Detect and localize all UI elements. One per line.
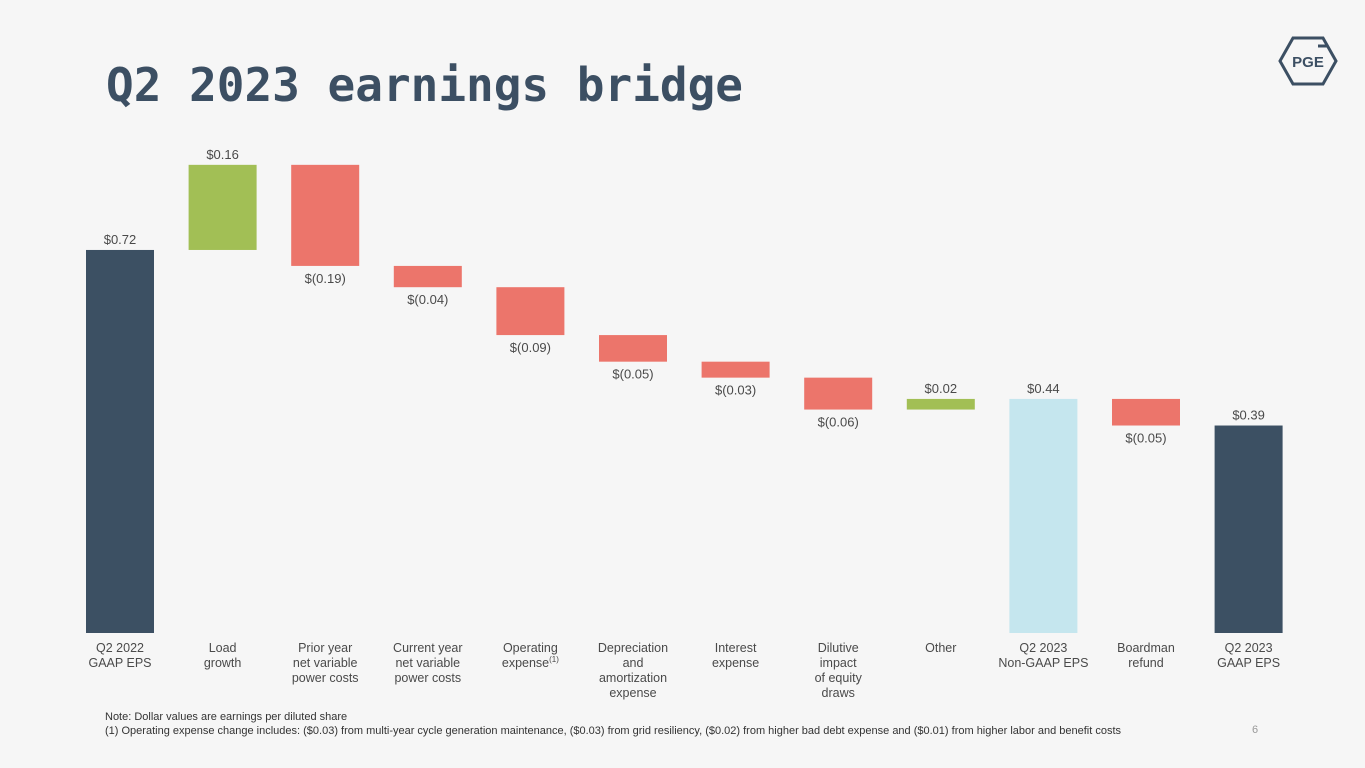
category-label-4: Operating expense(1) [502,641,559,670]
value-label-4: $(0.09) [510,340,551,355]
value-label-2: $(0.19) [305,271,346,286]
footnote-marker: (1) [549,655,559,664]
bar-0 [86,249,154,633]
logo-hexagon [1278,36,1338,86]
category-label-10: Boardman refund [1117,641,1175,670]
logo-text: PGE [1292,54,1324,71]
category-label-9: Q2 2023 Non-GAAP EPS [998,641,1088,670]
chart-notes: Note: Dollar values are earnings per dil… [105,710,1121,738]
category-label-11: Q2 2023 GAAP EPS [1217,641,1280,670]
category-label-0: Q2 2022 GAAP EPS [89,641,152,670]
bar-10 [1112,398,1180,426]
pge-logo: PGE [1278,36,1338,86]
dollar-note: Note: Dollar values are earnings per dil… [105,711,348,723]
page-title: Q2 2023 earnings bridge [106,58,743,112]
value-label-5: $(0.05) [612,367,653,382]
value-label-7: $(0.06) [818,415,859,430]
earnings-bridge-chart: $0.72 Q2 2022 GAAP EPS $0.16 Load growth $(0.1… [86,147,1283,700]
bar-5 [599,335,667,362]
bar-9 [1009,398,1078,633]
category-label-3: Current year net variable power costs [393,641,462,685]
category-label-7: Dilutive impact of equity draws [815,641,863,700]
bar-7 [804,377,873,410]
page-number: 6 [1252,724,1259,736]
bar-1 [188,164,257,250]
bar-11 [1214,425,1283,633]
bar-2 [291,164,360,266]
bar-8 [906,398,975,410]
footnote-operating-expense: (1) Operating expense change includes: (… [105,725,1122,737]
value-label-1: $0.16 [206,147,239,162]
value-label-11: $0.39 [1232,408,1265,423]
bar-6 [701,361,770,378]
category-label-5: Depreciation and amortization expense [598,641,668,700]
bar-3 [393,265,462,288]
category-label-1: Load growth [204,641,242,670]
value-label-8: $0.02 [925,381,958,396]
value-label-6: $(0.03) [715,383,756,398]
category-label-8: Other [925,641,956,655]
bar-4 [496,287,565,336]
value-label-0: $0.72 [104,232,137,247]
category-label-6: Interest expense [712,641,759,670]
category-label-2: Prior year net variable power costs [292,641,359,685]
value-label-3: $(0.04) [407,292,448,307]
value-label-10: $(0.05) [1125,431,1166,446]
value-label-9: $0.44 [1027,381,1060,396]
